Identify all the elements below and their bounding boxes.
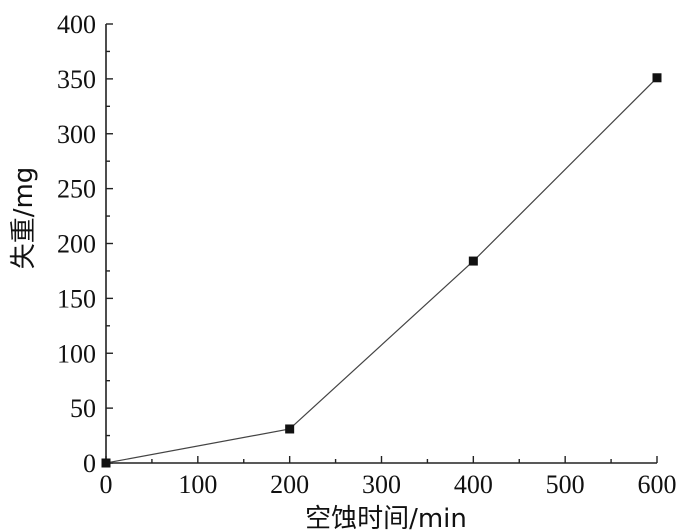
y-tick-label: 100 [57,339,96,368]
data-point-marker [285,424,295,434]
axes-layer: 0 100 200 300 400 500 600 0 50 100 150 200 250 300 350… [57,10,677,499]
data-point-marker [652,73,662,83]
y-axis-title: 失重/mg [9,167,39,270]
x-tick-label: 500 [546,470,585,499]
y-tick-label: 250 [57,175,96,204]
x-tick-label: 200 [270,470,309,499]
x-axis-title: 空蚀时间/min [305,504,467,532]
x-tick-label: 600 [638,470,677,499]
x-tick-label: 100 [178,470,217,499]
y-tick-label: 150 [57,284,96,313]
series-line [105,77,658,464]
x-tick-label: 400 [454,470,493,499]
y-tick-label: 200 [57,230,96,259]
y-tick-label: 50 [70,394,96,423]
y-tick-label: 0 [83,449,96,478]
y-tick-label: 350 [57,65,96,94]
data-point-marker [101,458,111,468]
x-tick-label: 0 [100,470,113,499]
series-layer [101,73,662,468]
y-tick-label: 300 [57,120,96,149]
y-tick-label: 400 [57,10,96,39]
x-tick-label: 300 [362,470,401,499]
data-point-marker [468,256,478,266]
